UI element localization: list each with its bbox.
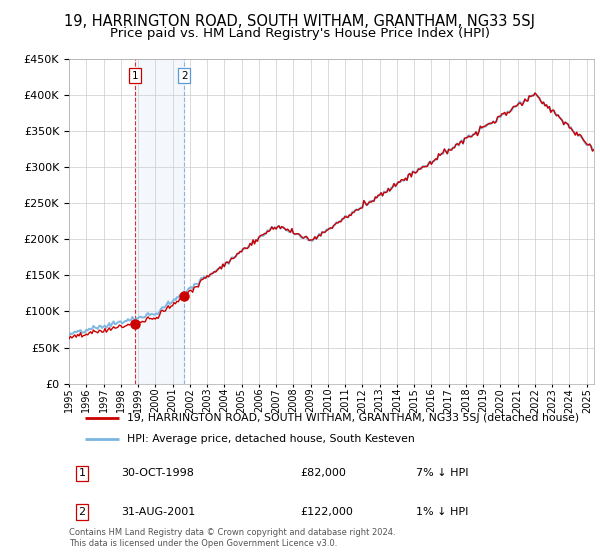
Text: 30-OCT-1998: 30-OCT-1998	[121, 468, 194, 478]
Text: £82,000: £82,000	[300, 468, 346, 478]
Text: 1% ↓ HPI: 1% ↓ HPI	[415, 507, 468, 517]
Text: 19, HARRINGTON ROAD, SOUTH WITHAM, GRANTHAM, NG33 5SJ: 19, HARRINGTON ROAD, SOUTH WITHAM, GRANT…	[65, 14, 536, 29]
Text: 2: 2	[181, 71, 187, 81]
Text: 1: 1	[79, 468, 86, 478]
Bar	[135, 59, 184, 384]
Text: 7% ↓ HPI: 7% ↓ HPI	[415, 468, 468, 478]
Text: 2: 2	[79, 507, 86, 517]
Text: HPI: Average price, detached house, South Kesteven: HPI: Average price, detached house, Sout…	[127, 433, 415, 444]
Text: 1: 1	[132, 71, 139, 81]
Text: Contains HM Land Registry data © Crown copyright and database right 2024.
This d: Contains HM Land Registry data © Crown c…	[69, 528, 395, 548]
Text: 31-AUG-2001: 31-AUG-2001	[121, 507, 196, 517]
Text: £122,000: £122,000	[300, 507, 353, 517]
Text: Price paid vs. HM Land Registry's House Price Index (HPI): Price paid vs. HM Land Registry's House …	[110, 27, 490, 40]
Text: 19, HARRINGTON ROAD, SOUTH WITHAM, GRANTHAM, NG33 5SJ (detached house): 19, HARRINGTON ROAD, SOUTH WITHAM, GRANT…	[127, 413, 579, 423]
